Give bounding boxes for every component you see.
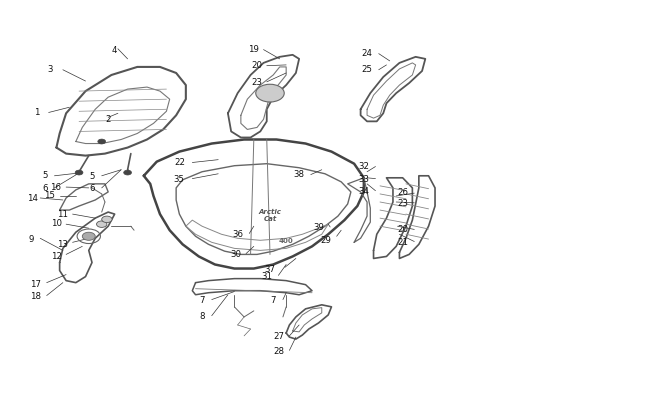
Circle shape — [101, 217, 112, 223]
Text: 34: 34 — [358, 187, 369, 196]
Text: 26: 26 — [397, 188, 408, 197]
Circle shape — [97, 222, 107, 228]
Text: 29: 29 — [321, 235, 332, 244]
Circle shape — [98, 140, 105, 145]
Text: 37: 37 — [265, 264, 276, 273]
Text: 31: 31 — [261, 271, 272, 280]
Text: 4: 4 — [112, 46, 118, 55]
Text: 24: 24 — [361, 49, 372, 58]
Text: 12: 12 — [51, 251, 62, 260]
Text: 19: 19 — [248, 45, 259, 54]
Text: 400: 400 — [279, 238, 294, 244]
Text: 13: 13 — [57, 239, 68, 248]
Circle shape — [75, 171, 83, 175]
Text: 23: 23 — [252, 77, 263, 86]
Text: 16: 16 — [49, 183, 60, 192]
Text: 6: 6 — [42, 183, 47, 192]
Text: 17: 17 — [30, 279, 41, 288]
Text: 21: 21 — [397, 237, 408, 246]
Text: 1: 1 — [34, 107, 40, 117]
Text: 28: 28 — [273, 346, 284, 355]
Text: 10: 10 — [51, 219, 62, 228]
Text: 27: 27 — [273, 332, 284, 341]
Text: 3: 3 — [47, 65, 53, 74]
Text: 38: 38 — [294, 170, 305, 179]
Text: 18: 18 — [30, 291, 41, 300]
Text: 30: 30 — [231, 249, 242, 258]
Text: 8: 8 — [200, 311, 205, 320]
Text: 7: 7 — [200, 295, 205, 304]
Text: 22: 22 — [174, 158, 185, 167]
Text: 11: 11 — [57, 209, 68, 218]
Text: 36: 36 — [232, 229, 243, 239]
Text: 33: 33 — [358, 175, 369, 183]
Text: 2: 2 — [105, 114, 111, 124]
Circle shape — [255, 85, 284, 103]
Text: 25: 25 — [361, 65, 372, 74]
Text: 9: 9 — [29, 234, 34, 243]
Text: 7: 7 — [270, 295, 276, 304]
Text: 5: 5 — [89, 172, 95, 181]
Text: 20: 20 — [252, 61, 263, 70]
Text: 35: 35 — [174, 175, 185, 183]
Text: 6: 6 — [89, 184, 95, 193]
Text: 39: 39 — [313, 223, 324, 232]
Text: 5: 5 — [42, 171, 47, 180]
Text: Arctic
Cat: Arctic Cat — [259, 208, 281, 221]
Text: 23: 23 — [397, 199, 408, 208]
Text: 14: 14 — [27, 193, 38, 202]
Text: 32: 32 — [358, 162, 369, 171]
Text: 20: 20 — [397, 224, 408, 233]
Circle shape — [124, 171, 131, 175]
Circle shape — [83, 232, 96, 241]
Text: 15: 15 — [44, 191, 55, 200]
